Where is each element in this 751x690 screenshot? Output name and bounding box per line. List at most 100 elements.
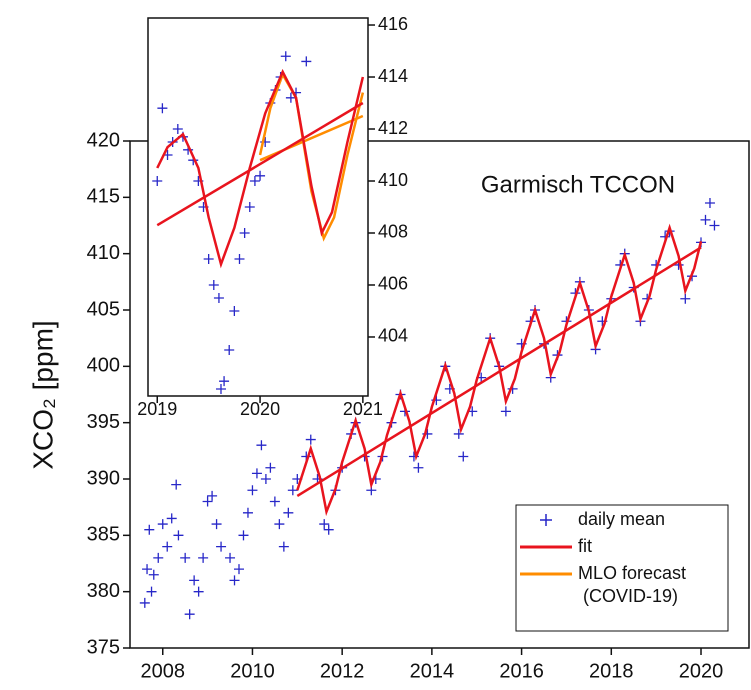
data-point [207, 490, 218, 501]
data-point [180, 552, 191, 563]
data-point [274, 519, 285, 530]
data-point [233, 564, 244, 575]
data-point [148, 569, 159, 580]
data-point [269, 496, 280, 507]
y-tick-label: 400 [87, 355, 120, 377]
legend-label: fit [578, 536, 592, 556]
data-point [146, 586, 157, 597]
y-tick-label: 405 [87, 298, 120, 320]
data-point [249, 176, 260, 187]
x-tick-label: 2016 [499, 660, 544, 682]
data-point [500, 406, 511, 417]
y-tick-label: 375 [87, 636, 120, 658]
data-point [680, 293, 691, 304]
data-point [234, 253, 245, 264]
data-point [173, 530, 184, 541]
data-point [265, 462, 276, 473]
data-point [229, 575, 240, 586]
data-point [198, 552, 209, 563]
data-point [216, 541, 227, 552]
data-point [139, 597, 150, 608]
data-point [213, 292, 224, 303]
data-point [225, 552, 236, 563]
plot-area [152, 51, 365, 394]
data-point [305, 434, 316, 445]
y-tick-label: 380 [87, 580, 120, 602]
data-point [256, 440, 267, 451]
fit-line [296, 246, 702, 497]
x-tick-label: 2018 [589, 660, 634, 682]
data-point [184, 609, 195, 620]
plot-frame [147, 17, 369, 397]
data-point [280, 51, 291, 62]
x-tick-label: 2021 [343, 399, 383, 419]
data-point [166, 513, 177, 524]
data-point [242, 507, 253, 518]
x-tick-label: 2020 [240, 399, 280, 419]
x-tick-label: 2010 [230, 660, 275, 682]
data-point [704, 197, 715, 208]
y-tick-label: 414 [378, 66, 408, 86]
data-point [319, 519, 330, 530]
data-point [157, 103, 168, 114]
x-tick-label: 2019 [137, 399, 177, 419]
data-point [283, 507, 294, 518]
data-point [285, 92, 296, 103]
legend-label: daily mean [578, 509, 665, 529]
data-point [247, 485, 258, 496]
data-point [157, 519, 168, 530]
y-tick-label: 412 [378, 118, 408, 138]
x-tick-label: 2008 [140, 660, 185, 682]
y-axis-label: XCO₂ [ppm] [27, 320, 58, 469]
data-point [202, 496, 213, 507]
y-tick-label: 410 [87, 242, 120, 264]
data-point [301, 56, 312, 67]
data-point [244, 202, 255, 212]
data-point [260, 474, 271, 484]
x-tick-label: 2014 [410, 660, 455, 682]
data-point [208, 279, 219, 290]
data-point [229, 305, 240, 316]
y-tick-label: 406 [378, 274, 408, 294]
data-point [238, 530, 249, 541]
data-point [453, 428, 464, 439]
data-point [323, 524, 334, 535]
fit-line [156, 101, 364, 227]
y-tick-label: 408 [378, 222, 408, 242]
plot-frame [129, 140, 750, 649]
fit-line [156, 68, 365, 269]
fit-line [296, 223, 703, 517]
chart-title: Garmisch TCCON [481, 171, 675, 198]
legend-marker [540, 514, 552, 526]
data-point [224, 344, 235, 355]
plot-area [139, 197, 720, 620]
data-point [215, 383, 226, 394]
data-point [153, 552, 164, 563]
data-point [172, 124, 183, 135]
x-tick-label: 2012 [320, 660, 365, 682]
y-tick-label: 415 [87, 186, 120, 208]
data-point [709, 220, 720, 231]
data-point [162, 541, 173, 552]
data-point [142, 564, 153, 575]
data-point [203, 253, 214, 264]
y-tick-label: 385 [87, 524, 120, 546]
legend-box [515, 504, 729, 632]
data-point [413, 462, 424, 473]
data-point [171, 479, 182, 490]
data-point [251, 468, 262, 479]
data-point [700, 214, 711, 225]
plot-background [148, 18, 368, 396]
y-tick-label: 420 [87, 129, 120, 151]
y-tick-label: 410 [378, 170, 408, 190]
y-tick-label: 390 [87, 467, 120, 489]
data-point [278, 541, 289, 552]
data-point [193, 586, 204, 597]
y-tick-label: 416 [378, 14, 408, 34]
data-point [458, 451, 469, 462]
legend-label: MLO forecast (COVID-19) [578, 563, 686, 606]
x-tick-label: 2020 [679, 660, 724, 682]
data-point [239, 227, 250, 238]
data-point [144, 524, 155, 535]
